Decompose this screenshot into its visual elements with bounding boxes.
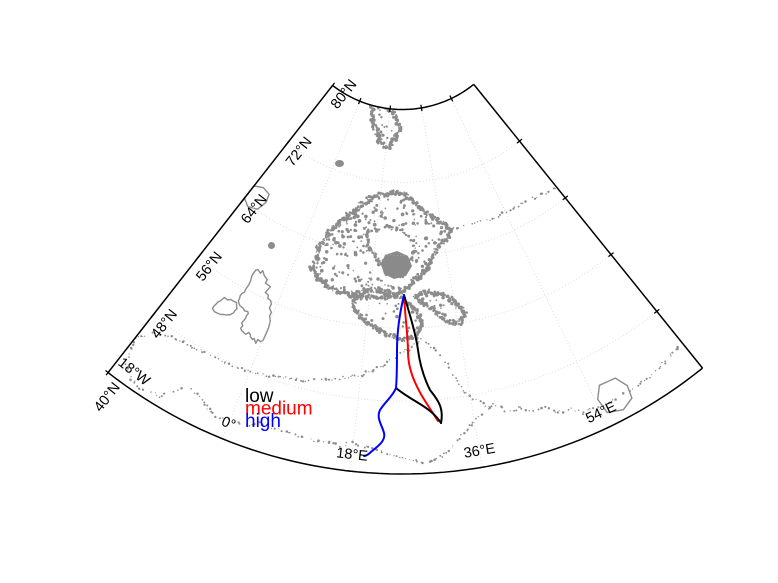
svg-text:80°N: 80°N <box>328 77 361 112</box>
svg-text:40°N: 40°N <box>91 380 124 415</box>
svg-text:0°: 0° <box>219 414 238 434</box>
svg-text:18°E: 18°E <box>335 445 368 464</box>
svg-text:56°N: 56°N <box>193 249 226 284</box>
svg-text:36°E: 36°E <box>463 441 497 462</box>
svg-text:48°N: 48°N <box>148 307 181 342</box>
svg-text:64°N: 64°N <box>238 192 271 227</box>
svg-text:high: high <box>245 411 281 432</box>
svg-text:18°W: 18°W <box>115 355 153 390</box>
svg-text:54°E: 54°E <box>583 399 619 427</box>
svg-text:72°N: 72°N <box>283 134 316 169</box>
